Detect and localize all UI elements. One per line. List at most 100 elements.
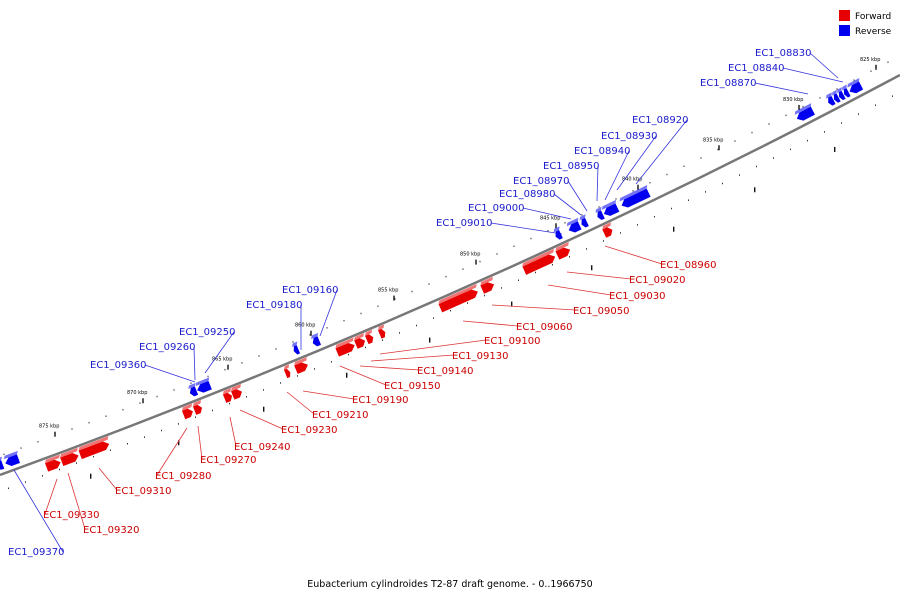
major-tick-below <box>591 265 593 271</box>
minor-tick-above <box>207 375 209 378</box>
forward-leader-line <box>44 478 58 515</box>
minor-tick-above <box>309 334 311 336</box>
reverse-gene-label: EC1_08940 <box>574 146 630 157</box>
forward-leader-line <box>156 427 188 476</box>
minor-tick-below <box>722 182 723 185</box>
reverse-leader-line <box>782 67 844 83</box>
forward-gene <box>222 388 233 403</box>
reverse-gene <box>0 456 5 470</box>
minor-tick-below <box>671 207 672 210</box>
reverse-gene-label: EC1_09180 <box>246 300 302 311</box>
major-tick-above <box>310 330 312 336</box>
minor-tick-above <box>445 275 447 278</box>
reverse-leader-line <box>490 222 563 235</box>
reverse-gene-label: EC1_09010 <box>436 218 492 229</box>
minor-tick-below <box>552 263 553 266</box>
reverse-gene-label: EC1_08930 <box>601 131 657 142</box>
minor-tick-below <box>161 429 162 432</box>
reverse-gene-label: EC1_08950 <box>543 161 599 172</box>
forward-gene-label: EC1_09020 <box>629 275 685 286</box>
minor-tick-below <box>399 332 400 334</box>
reverse-gene-label: EC1_08920 <box>632 115 688 126</box>
minor-tick-above <box>836 88 838 90</box>
forward-gene <box>602 222 613 238</box>
major-tick-below <box>754 187 756 193</box>
forward-gene <box>182 403 193 420</box>
forward-gene <box>283 364 291 379</box>
forward-gene <box>354 333 366 349</box>
reverse-gene <box>842 84 851 98</box>
minor-tick-above <box>768 123 770 125</box>
minor-tick-below <box>178 423 179 425</box>
reverse-gene <box>311 332 321 347</box>
reverse-gene <box>601 199 620 216</box>
reverse-gene <box>826 92 836 106</box>
forward-leader-line <box>197 425 203 460</box>
minor-tick-below <box>705 191 706 193</box>
gene-labels: EC1_08830 EC1_08840 EC1_08870 EC1_08920 EC1_… <box>8 48 811 558</box>
minor-tick-above <box>411 290 413 293</box>
reverse-leader-line <box>616 135 657 191</box>
minor-tick-below <box>263 389 264 391</box>
minor-tick-below <box>229 402 230 405</box>
minor-tick-below <box>8 487 9 490</box>
major-tick-above <box>637 184 639 190</box>
minor-tick-above <box>700 157 702 159</box>
reverse-leader-line <box>553 193 582 216</box>
minor-tick-above <box>785 114 787 117</box>
forward-gene-label: EC1_09100 <box>484 336 540 347</box>
forward-gene <box>480 276 495 294</box>
reverse-gene <box>195 377 212 393</box>
major-tick-below <box>834 146 836 152</box>
forward-gene-label: EC1_09150 <box>384 381 440 392</box>
kbp-label: 850 kbp <box>460 252 480 258</box>
legend: Forward Reverse <box>839 10 892 37</box>
minor-tick-above <box>326 327 328 329</box>
kbp-label: 830 kbp <box>783 97 803 103</box>
minor-tick-above <box>258 355 260 357</box>
reverse-gene <box>188 382 199 397</box>
reverse-leader-line <box>319 289 338 337</box>
minor-tick-above <box>139 402 141 404</box>
reverse-leader-line <box>204 331 235 374</box>
minor-tick-below <box>603 240 604 242</box>
minor-tick-below <box>365 346 366 349</box>
forward-gene <box>365 329 374 345</box>
minor-tick-above <box>615 198 617 200</box>
map-caption: Eubacterium cylindroides T2-87 draft gen… <box>307 579 592 590</box>
reverse-gene <box>794 103 815 121</box>
minor-tick-above <box>751 131 753 134</box>
kbp-label: 845 kbp <box>540 215 560 221</box>
minor-tick-below <box>501 287 502 289</box>
minor-tick-above <box>292 341 294 343</box>
kbp-label: 865 kbp <box>212 357 232 363</box>
minor-tick-below <box>484 294 485 297</box>
forward-gene-label: EC1_09320 <box>83 525 139 536</box>
forward-gene <box>555 241 571 260</box>
reverse-gene-label: EC1_09260 <box>139 342 195 353</box>
minor-tick-below <box>807 139 808 142</box>
minor-tick-below <box>382 339 383 341</box>
minor-tick-below <box>450 309 451 312</box>
minor-tick-above <box>683 165 685 167</box>
major-tick-below <box>178 440 180 446</box>
minor-tick-above <box>581 214 583 216</box>
minor-tick-above <box>717 148 719 151</box>
reverse-gene-label: EC1_09250 <box>179 327 235 338</box>
forward-leader-line <box>491 304 576 311</box>
reverse-gene <box>847 77 864 94</box>
reverse-leader-line <box>596 165 599 202</box>
major-tick-above <box>54 431 56 437</box>
forward-gene-label: EC1_09280 <box>155 471 211 482</box>
minor-tick-above <box>360 312 362 315</box>
forward-gene <box>78 436 110 460</box>
major-tick-below <box>263 406 265 412</box>
major-tick-below <box>346 372 348 378</box>
major-tick-above <box>393 295 395 301</box>
forward-gene-label: EC1_09240 <box>234 442 290 453</box>
minor-tick-below <box>620 232 621 234</box>
legend-label-forward: Forward <box>855 12 891 22</box>
reverse-leader-line <box>809 52 839 79</box>
major-tick-below <box>429 337 431 343</box>
minor-tick-below <box>280 382 281 384</box>
